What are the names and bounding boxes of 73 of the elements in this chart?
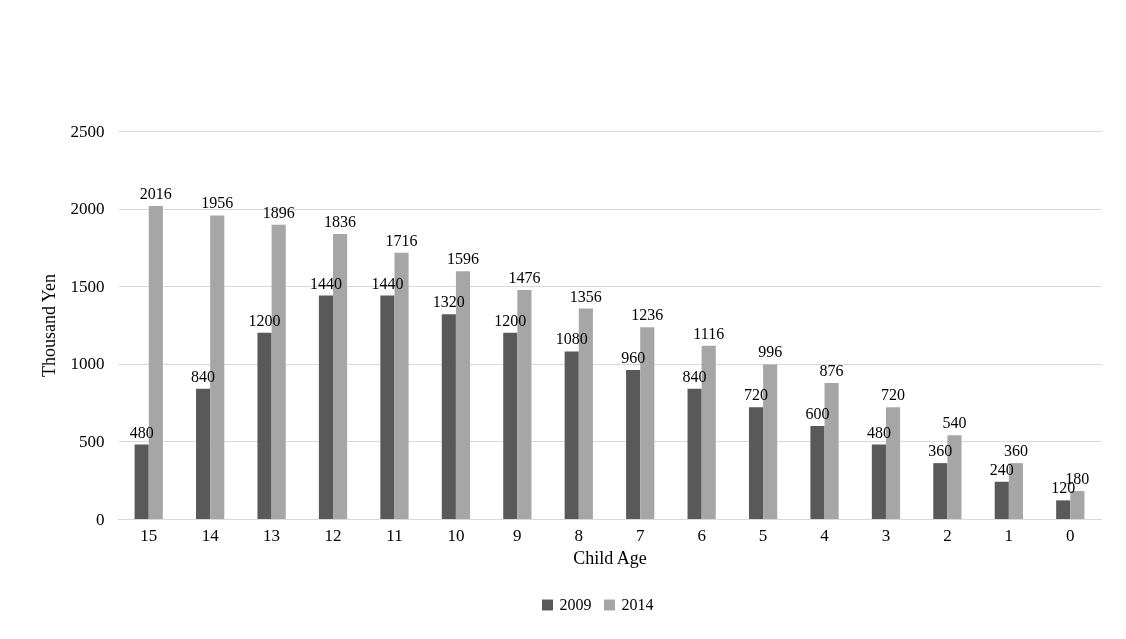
bar (810, 425, 825, 519)
data-label: 1356 (569, 287, 602, 305)
x-tick-label: 9 (513, 525, 522, 545)
bar (994, 481, 1009, 519)
x-tick-label: 4 (820, 525, 830, 545)
data-label: 1200 (248, 311, 281, 329)
data-label: 876 (819, 362, 844, 380)
bar (748, 407, 764, 519)
bar (1056, 500, 1071, 519)
x-tick-label: 2 (943, 525, 952, 545)
bar (626, 370, 641, 519)
data-label: 1320 (432, 293, 465, 311)
data-label: 1440 (309, 274, 342, 292)
data-label: 996 (758, 343, 783, 361)
legend-label: 2009 (559, 596, 592, 613)
data-label: 1476 (508, 268, 541, 286)
data-label: 1896 (262, 203, 295, 221)
data-label: 540 (942, 414, 967, 432)
data-label: 480 (866, 423, 891, 441)
bar (564, 351, 579, 519)
bar (257, 332, 272, 519)
bar (687, 388, 702, 519)
y-tick-label: 1000 (70, 354, 105, 374)
data-label: 1200 (494, 311, 527, 329)
data-label: 360 (1003, 442, 1028, 460)
x-tick-label: 3 (881, 525, 891, 545)
bar (318, 295, 334, 519)
y-tick-label: 0 (96, 509, 105, 529)
data-label: 1956 (201, 194, 234, 212)
bar (196, 388, 211, 519)
y-tick-label: 2500 (70, 121, 105, 141)
data-label: 720 (881, 386, 906, 404)
x-tick-label: 10 (447, 525, 465, 545)
x-tick-label: 14 (201, 525, 220, 545)
x-tick-label: 12 (324, 525, 342, 545)
bar (1070, 491, 1085, 519)
x-tick-label: 5 (758, 525, 768, 545)
data-label: 600 (805, 404, 830, 422)
data-label: 240 (989, 460, 1014, 478)
data-label: 1116 (693, 324, 725, 342)
data-label: 1596 (446, 250, 479, 268)
data-label: 720 (744, 386, 769, 404)
data-label: 1080 (555, 330, 588, 348)
data-label: 840 (191, 367, 216, 385)
x-tick-label: 13 (263, 525, 281, 545)
y-tick-label: 1500 (70, 276, 105, 296)
data-label: 1440 (371, 274, 404, 292)
data-label: 840 (682, 367, 707, 385)
data-label: 1836 (324, 213, 357, 231)
x-tick-label: 0 (1066, 525, 1075, 545)
x-tick-label: 8 (574, 525, 584, 545)
bar (503, 332, 518, 519)
bar (380, 295, 395, 519)
data-label: 360 (928, 442, 953, 460)
bar (441, 314, 456, 519)
data-label: 1716 (385, 231, 418, 249)
bar (933, 463, 948, 519)
data-label: 1236 (631, 306, 664, 324)
x-tick-label: 7 (635, 525, 645, 545)
bar (134, 444, 149, 519)
data-label: 960 (621, 349, 646, 367)
y-axis-title: Thousand Yen (38, 273, 59, 378)
y-tick-label: 500 (79, 431, 105, 451)
data-label: 480 (129, 423, 154, 441)
y-tick-label: 2000 (70, 199, 105, 219)
x-tick-label: 11 (386, 525, 403, 545)
x-tick-label: 6 (697, 525, 706, 545)
data-label: 2016 (139, 185, 172, 203)
bar (871, 444, 886, 519)
legend-label: 2014 (621, 596, 654, 613)
x-tick-label: 1 (1004, 525, 1014, 545)
x-axis-title: Child Age (573, 547, 647, 568)
x-tick-label: 15 (140, 525, 158, 545)
